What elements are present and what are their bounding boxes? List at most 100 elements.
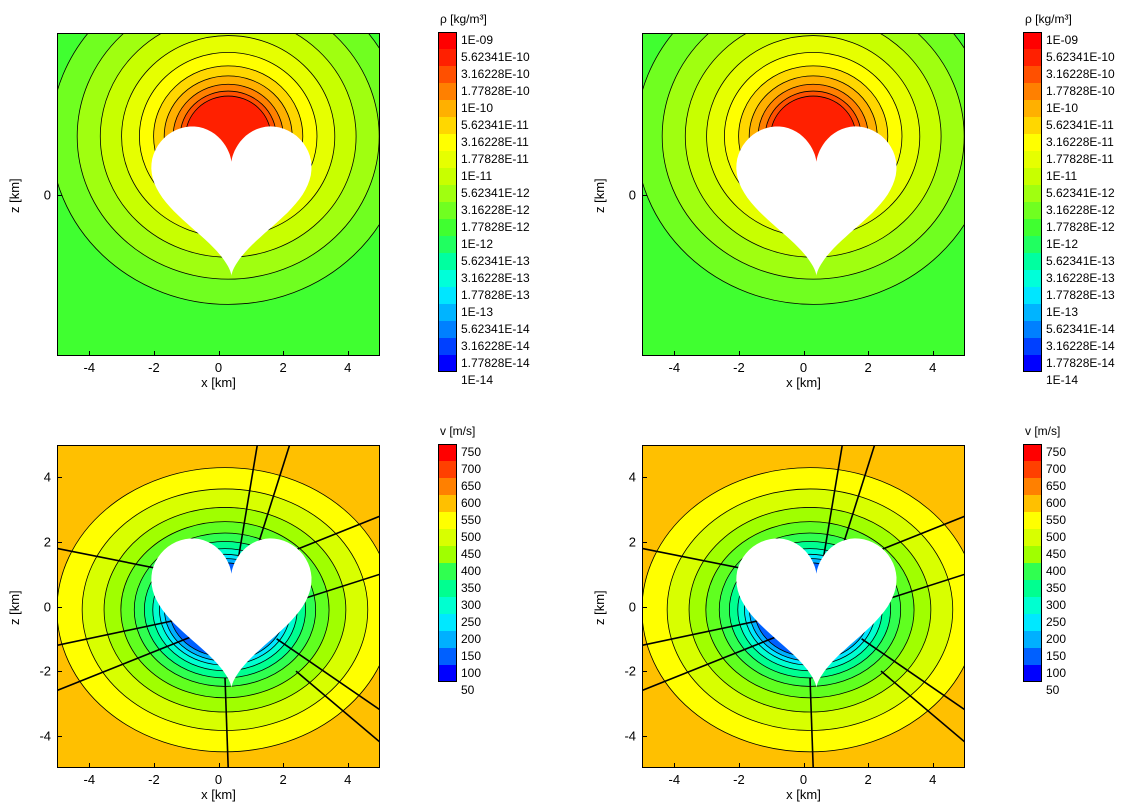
colorbar-swatch (438, 355, 457, 372)
colorbar-label: 600 (461, 496, 482, 510)
colorbar-swatch (1023, 338, 1042, 355)
colorbar-label: 1E-09 (1046, 33, 1079, 47)
x-tick-label: -4 (668, 360, 681, 375)
y-tick-mark (642, 671, 647, 673)
x-tick-label: 4 (344, 772, 352, 787)
colorbar-swatch (1023, 83, 1042, 100)
colorbar-swatch (1023, 597, 1042, 614)
colorbar-swatch (438, 202, 457, 219)
x-tick-mark (153, 763, 155, 768)
x-tick-mark (674, 351, 676, 356)
colorbar-swatch (438, 83, 457, 100)
colorbar-label: 3.16228E-10 (461, 67, 530, 81)
y-tick-mark (642, 194, 647, 196)
y-axis-label: z [km] (7, 177, 22, 213)
colorbar-label: 5.62341E-12 (1046, 186, 1115, 200)
colorbar-swatch (1023, 321, 1042, 338)
colorbar-label: 1.77828E-14 (461, 356, 530, 370)
colorbar-label: 1E-12 (461, 237, 494, 251)
x-tick-mark (868, 351, 870, 356)
colorbar-swatch (438, 287, 457, 304)
colorbar-swatch (438, 253, 457, 270)
colorbar-swatch (438, 66, 457, 83)
colorbar-swatch (1023, 236, 1042, 253)
colorbar-swatch (1023, 100, 1042, 117)
x-tick-mark (674, 763, 676, 768)
streamline (57, 618, 180, 647)
colorbar-label: 150 (461, 649, 482, 663)
x-tick-label: 2 (279, 360, 287, 375)
colorbar-label: 400 (1046, 564, 1067, 578)
y-tick-label: 0 (628, 599, 636, 614)
x-tick-mark (738, 763, 740, 768)
colorbar-label: 3.16228E-11 (461, 135, 529, 149)
colorbar-label: 600 (1046, 496, 1067, 510)
colorbar-swatch (438, 563, 457, 580)
colorbar-swatch (1023, 478, 1042, 495)
nucleus-body (151, 126, 312, 276)
y-tick-mark (57, 735, 62, 737)
colorbar-label: 1.77828E-14 (1046, 356, 1115, 370)
x-tick-label: 4 (929, 360, 937, 375)
colorbar-swatch (1023, 168, 1042, 185)
colorbar-label: 5.62341E-14 (461, 322, 530, 336)
colorbar-label: 450 (1046, 547, 1067, 561)
colorbar-label: 1.77828E-11 (1046, 152, 1114, 166)
colorbar-label: 1E-11 (461, 169, 493, 183)
colorbar-label: 3.16228E-14 (461, 339, 530, 353)
colorbar-label: 5.62341E-12 (461, 186, 530, 200)
legend-title: v [m/s] (440, 424, 476, 438)
colorbar-swatch (438, 495, 457, 512)
x-tick-label: -4 (83, 772, 96, 787)
colorbar-swatch (1023, 495, 1042, 512)
colorbar-swatch (438, 321, 457, 338)
x-tick-label: 0 (214, 772, 223, 787)
colorbar-swatch (1023, 444, 1042, 461)
colorbar-swatch (1023, 253, 1042, 270)
colorbar-label: 1.77828E-13 (461, 288, 530, 302)
colorbar-label: 700 (1046, 462, 1067, 476)
colorbar-swatch (1023, 563, 1042, 580)
colorbar-swatch (438, 32, 457, 49)
x-axis-label: x [km] (201, 787, 236, 802)
colorbar-label: 50 (461, 683, 475, 697)
colorbar-swatch (438, 304, 457, 321)
colorbar-label: 3.16228E-14 (1046, 339, 1115, 353)
y-tick-label: -2 (624, 663, 636, 679)
colorbar-swatch (1023, 665, 1042, 682)
colorbar-label: 1E-13 (1046, 305, 1079, 319)
y-tick-mark (57, 671, 62, 673)
colorbar-label: 1.77828E-12 (461, 220, 530, 234)
colorbar-label: 750 (461, 445, 482, 459)
x-tick-mark (932, 351, 934, 356)
contour-field (57, 445, 380, 768)
colorbar-label: 200 (461, 632, 482, 646)
colorbar-swatch (1023, 219, 1042, 236)
y-tick-mark (57, 541, 62, 543)
legend-title: v [m/s] (1025, 424, 1061, 438)
streamline (809, 677, 814, 768)
colorbar-swatch (438, 512, 457, 529)
streamline (642, 618, 765, 647)
colorbar-label: 1E-10 (1046, 101, 1079, 115)
y-tick-label: 2 (628, 534, 636, 550)
colorbar-label: 300 (461, 598, 482, 612)
y-tick-label: 0 (628, 187, 636, 202)
colorbar-label: 150 (1046, 649, 1067, 663)
colorbar-label: 5.62341E-11 (461, 118, 529, 132)
y-axis-label: z [km] (592, 177, 607, 213)
contour-field (642, 33, 965, 356)
x-axis-label: x [km] (201, 375, 236, 390)
x-tick-label: 0 (799, 772, 808, 787)
colorbar-swatch (1023, 631, 1042, 648)
colorbar-swatch (1023, 355, 1042, 372)
streamline (237, 445, 259, 562)
y-tick-mark (57, 477, 62, 479)
colorbar-label: 1E-11 (1046, 169, 1078, 183)
x-axis-label: x [km] (786, 375, 821, 390)
colorbar-swatch (438, 444, 457, 461)
colorbar-label: 450 (461, 547, 482, 561)
colorbar-swatch (438, 529, 457, 546)
colorbar-label: 3.16228E-13 (461, 271, 530, 285)
colorbar-label: 1.77828E-10 (461, 84, 530, 98)
